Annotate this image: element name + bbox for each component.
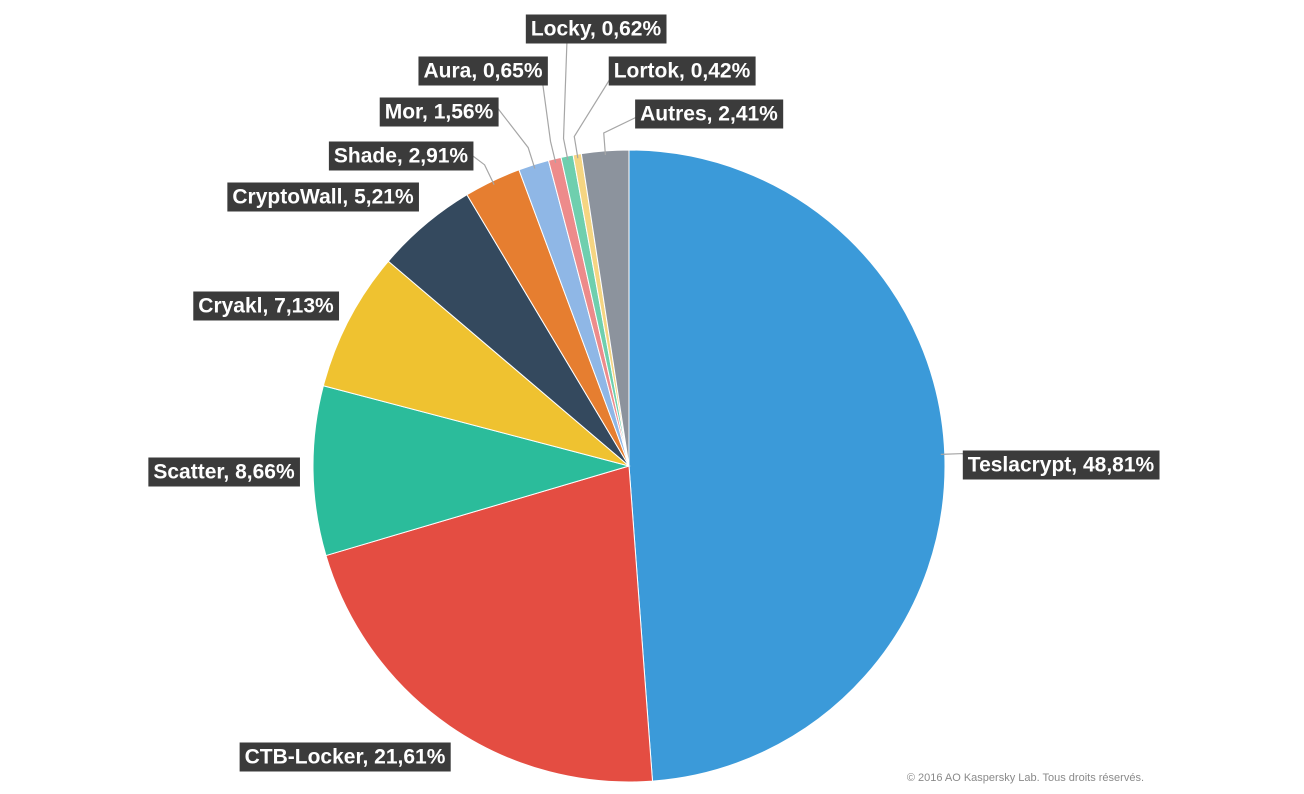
leader-line-autres: [603, 113, 644, 155]
leader-line-mor: [495, 105, 536, 169]
label-box: [379, 97, 499, 127]
slice-labels: Teslacrypt, 48,81% CTB-Locker, 21,61% Scat…: [148, 14, 1160, 772]
slice-label-ctb-locker: CTB-Locker, 21,61%: [239, 742, 451, 772]
slice-label-scatter: Scatter, 8,66%: [148, 457, 300, 487]
slice-label-mor: Mor, 1,56%: [379, 97, 499, 127]
pie-slice-scatter: [312, 385, 631, 557]
label-text: Locky, 0,62%: [531, 18, 662, 41]
slice-label-cryptowall: CryptoWall, 5,21%: [227, 182, 419, 212]
label-text: Lortok, 0,42%: [614, 60, 751, 83]
label-box: [148, 457, 300, 487]
slice-label-aura: Aura, 0,65%: [418, 56, 548, 86]
pie-slice-teslacrypt: [628, 149, 946, 782]
label-box: [962, 450, 1160, 480]
slice-label-locky: Locky, 0,62%: [525, 14, 667, 44]
slice-label-teslacrypt: Teslacrypt, 48,81%: [962, 450, 1160, 480]
pie-slices: [312, 149, 946, 783]
slice-label-lortok: Lortok, 0,42%: [608, 56, 756, 86]
leader-line-locky: [562, 39, 569, 161]
pie-slice-cryakl: [322, 260, 630, 467]
label-text: CryptoWall, 5,21%: [232, 186, 414, 209]
slice-label-autres: Autres, 2,41%: [635, 99, 784, 129]
label-text: Autres, 2,41%: [640, 103, 778, 126]
label-text: Scatter, 8,66%: [153, 461, 295, 484]
leader-line-lortok: [573, 70, 616, 159]
label-box: [525, 14, 667, 44]
label-box: [193, 291, 340, 321]
label-text: Mor, 1,56%: [385, 101, 494, 124]
pie-slice-ctb-locker: [325, 465, 654, 783]
label-box: [328, 141, 474, 171]
label-box: [227, 182, 419, 212]
leader-line-aura: [540, 70, 557, 163]
label-text: Shade, 2,91%: [334, 145, 469, 168]
label-box: [635, 99, 784, 129]
label-text: CTB-Locker, 21,61%: [245, 746, 446, 769]
label-text: Aura, 0,65%: [423, 60, 542, 83]
slice-label-shade: Shade, 2,91%: [328, 141, 474, 171]
slice-label-cryakl: Cryakl, 7,13%: [193, 291, 340, 321]
label-box: [608, 56, 756, 86]
label-box: [418, 56, 548, 86]
label-text: Teslacrypt, 48,81%: [968, 454, 1155, 477]
label-text: Cryakl, 7,13%: [198, 295, 334, 318]
copyright-notice: © 2016 AO Kaspersky Lab. Tous droits rés…: [906, 772, 1144, 784]
label-box: [239, 742, 451, 772]
